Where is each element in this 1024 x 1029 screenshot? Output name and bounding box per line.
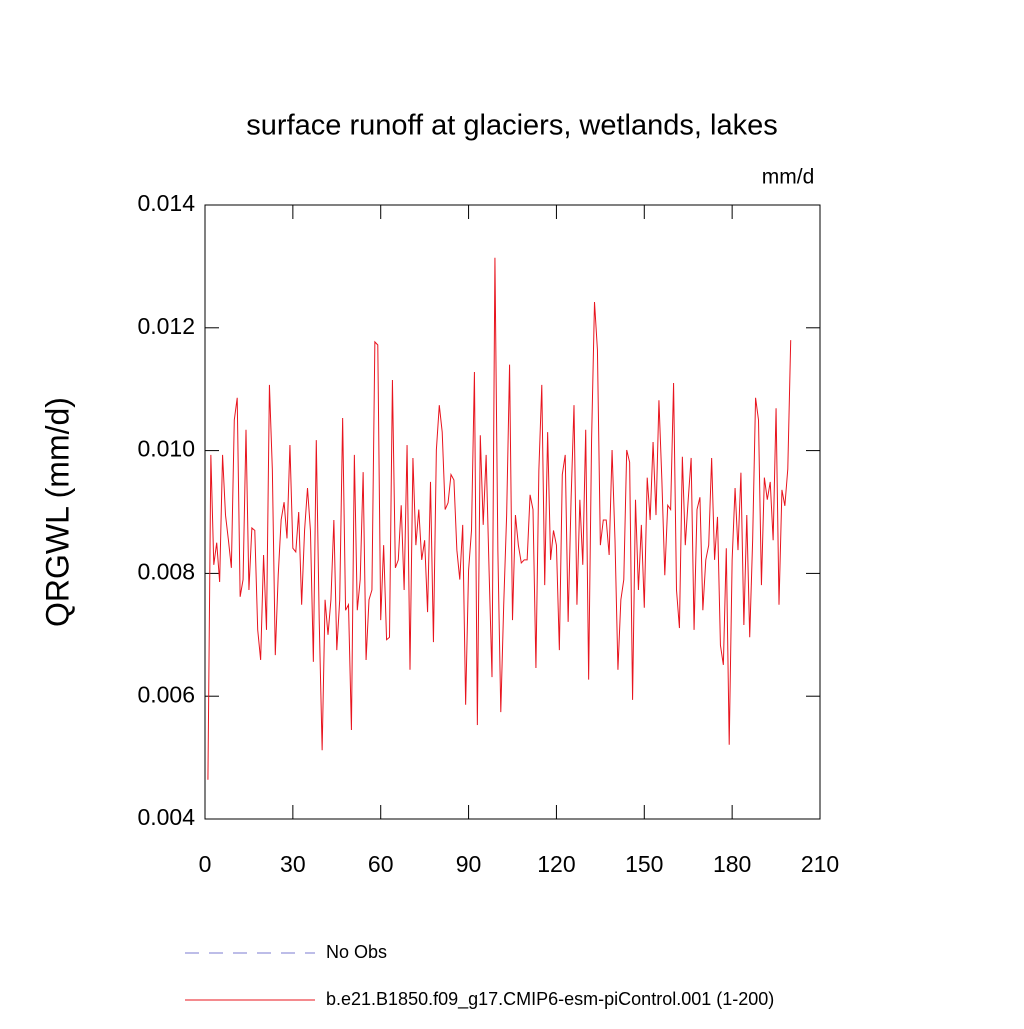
plot-frame	[204, 204, 821, 820]
x-tick-label: 0	[199, 851, 212, 877]
y-tick-label: 0.012	[137, 313, 195, 339]
legend-label: b.e21.B1850.f09_g17.CMIP6-esm-piControl.…	[326, 989, 774, 1010]
x-tick-label: 210	[801, 851, 839, 877]
data-line	[207, 257, 792, 780]
chart-title: surface runoff at glaciers, wetlands, la…	[246, 110, 777, 142]
units-label: mm/d	[762, 166, 815, 189]
y-tick-label: 0.014	[137, 190, 195, 216]
x-tick-label: 60	[368, 851, 394, 877]
x-tick-label: 30	[280, 851, 306, 877]
x-tick-label: 120	[537, 851, 575, 877]
x-tick-label: 180	[713, 851, 751, 877]
x-tick-label: 150	[625, 851, 663, 877]
legend-label: No Obs	[326, 942, 387, 962]
y-tick-label: 0.006	[137, 681, 195, 707]
y-tick-label: 0.008	[137, 558, 195, 584]
x-tick-label: 90	[456, 851, 482, 877]
y-axis-label: QRGWL (mm/d)	[39, 397, 75, 627]
y-tick-label: 0.004	[137, 804, 195, 830]
y-tick-label: 0.010	[137, 436, 195, 462]
